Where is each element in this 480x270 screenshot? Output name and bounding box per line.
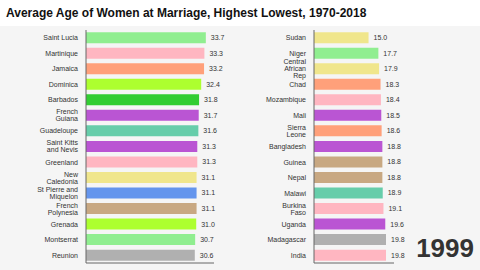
svg-text:30.6: 30.6 <box>200 252 214 259</box>
svg-text:31.1: 31.1 <box>202 205 216 212</box>
svg-text:18.5: 18.5 <box>386 112 400 119</box>
svg-text:Montserrat: Montserrat <box>45 236 79 243</box>
svg-text:32.4: 32.4 <box>206 81 220 88</box>
svg-text:Grenada: Grenada <box>51 221 78 228</box>
svg-text:18.8: 18.8 <box>387 143 401 150</box>
svg-text:19.8: 19.8 <box>391 252 405 259</box>
svg-text:Mali: Mali <box>293 112 306 119</box>
svg-text:Uganda: Uganda <box>281 221 306 229</box>
svg-text:Bangladesh: Bangladesh <box>269 143 306 151</box>
svg-text:31.1: 31.1 <box>202 174 216 181</box>
svg-text:Martinique: Martinique <box>45 50 78 58</box>
svg-text:Reunion: Reunion <box>52 252 78 259</box>
svg-text:NewCaledonia: NewCaledonia <box>46 171 78 185</box>
html-text:Average Age of Women at Marria: Average Age of Women at Marriage, Highes… <box>6 6 367 20</box>
svg-text:St Pierre andMiquelon: St Pierre andMiquelon <box>37 186 78 201</box>
svg-text:Chad: Chad <box>289 81 306 88</box>
svg-text:17.7: 17.7 <box>383 50 397 57</box>
svg-text:Saint Lucia: Saint Lucia <box>43 34 78 41</box>
svg-text:31.3: 31.3 <box>202 143 216 150</box>
svg-text:19.8: 19.8 <box>391 236 405 243</box>
svg-text:Sudan: Sudan <box>286 34 306 41</box>
svg-text:Barbados: Barbados <box>48 96 78 103</box>
svg-text:India: India <box>291 252 306 259</box>
svg-text:SierraLeone: SierraLeone <box>287 124 307 138</box>
svg-text:FrenchGuiana: FrenchGuiana <box>55 108 78 122</box>
svg-text:31.3: 31.3 <box>202 158 216 165</box>
svg-text:15.0: 15.0 <box>374 34 388 41</box>
svg-text:Madagascar: Madagascar <box>267 236 306 244</box>
svg-text:Dominica: Dominica <box>49 81 78 88</box>
svg-text:30.7: 30.7 <box>200 236 214 243</box>
svg-text:Malawi: Malawi <box>284 190 306 197</box>
html-text:1999: 1999 <box>416 233 474 263</box>
svg-text:Nepal: Nepal <box>288 174 307 182</box>
svg-text:33.2: 33.2 <box>209 65 223 72</box>
svg-text:31.0: 31.0 <box>201 221 215 228</box>
svg-text:Guadeloupe: Guadeloupe <box>40 127 78 135</box>
svg-text:Greenland: Greenland <box>45 159 78 166</box>
svg-text:18.3: 18.3 <box>386 81 400 88</box>
svg-text:18.6: 18.6 <box>387 127 401 134</box>
svg-text:31.8: 31.8 <box>204 96 218 103</box>
svg-text:Niger: Niger <box>289 50 306 58</box>
svg-text:18.4: 18.4 <box>386 96 400 103</box>
svg-text:17.9: 17.9 <box>384 65 398 72</box>
svg-text:CentralAfricanRep: CentralAfricanRep <box>283 58 306 80</box>
svg-text:31.6: 31.6 <box>203 127 217 134</box>
svg-text:BurkinaFaso: BurkinaFaso <box>282 202 306 216</box>
svg-text:18.9: 18.9 <box>388 189 402 196</box>
svg-text:31.7: 31.7 <box>204 112 218 119</box>
svg-text:19.6: 19.6 <box>390 221 404 228</box>
svg-text:18.8: 18.8 <box>387 158 401 165</box>
svg-text:18.8: 18.8 <box>387 174 401 181</box>
svg-text:Saint Kittsand Nevis: Saint Kittsand Nevis <box>46 139 78 153</box>
svg-text:FrenchPolynesia: FrenchPolynesia <box>48 202 78 217</box>
svg-text:31.1: 31.1 <box>202 189 216 196</box>
svg-text:33.3: 33.3 <box>209 50 223 57</box>
svg-text:Guinea: Guinea <box>283 159 306 166</box>
svg-text:19.1: 19.1 <box>388 205 402 212</box>
svg-text:Jamaica: Jamaica <box>52 65 78 72</box>
svg-text:33.7: 33.7 <box>211 34 225 41</box>
svg-text:Mozambique: Mozambique <box>266 96 306 104</box>
